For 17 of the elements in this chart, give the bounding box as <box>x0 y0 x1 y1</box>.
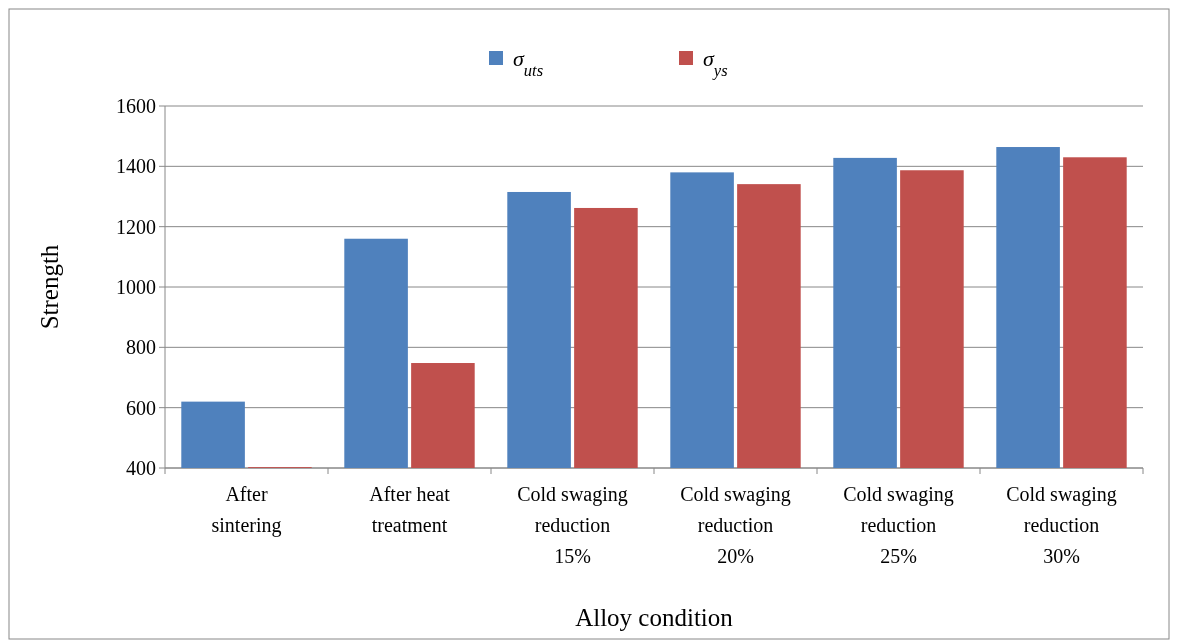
x-tick-label: Cold swaging reduction 30% <box>1006 483 1117 567</box>
y-tick-label: 1000 <box>116 276 156 298</box>
y-tick-label: 800 <box>126 336 156 359</box>
y-tick-label: 1600 <box>116 95 156 117</box>
y-axis-title: Strength <box>36 244 63 330</box>
x-tick-label: Cold swaging reduction 25% <box>843 483 954 567</box>
y-tick-label: 600 <box>126 396 156 419</box>
x-axis-title: Alloy condition <box>575 604 734 631</box>
x-tick-label: Cold swaging reduction 15% <box>517 483 628 567</box>
y-tick-label: 1200 <box>116 215 156 238</box>
legend-label: σ$_{ys}$ <box>703 45 728 80</box>
y-tick-label: 400 <box>126 457 156 479</box>
legend-label: σ$_{uts}$ <box>513 45 544 80</box>
y-tick-label: 1400 <box>116 155 156 178</box>
x-tick-label: After sintering <box>211 483 282 537</box>
x-tick-label: After heat treatment <box>369 483 451 536</box>
x-tick-label: Cold swaging reduction 20% <box>680 483 791 567</box>
